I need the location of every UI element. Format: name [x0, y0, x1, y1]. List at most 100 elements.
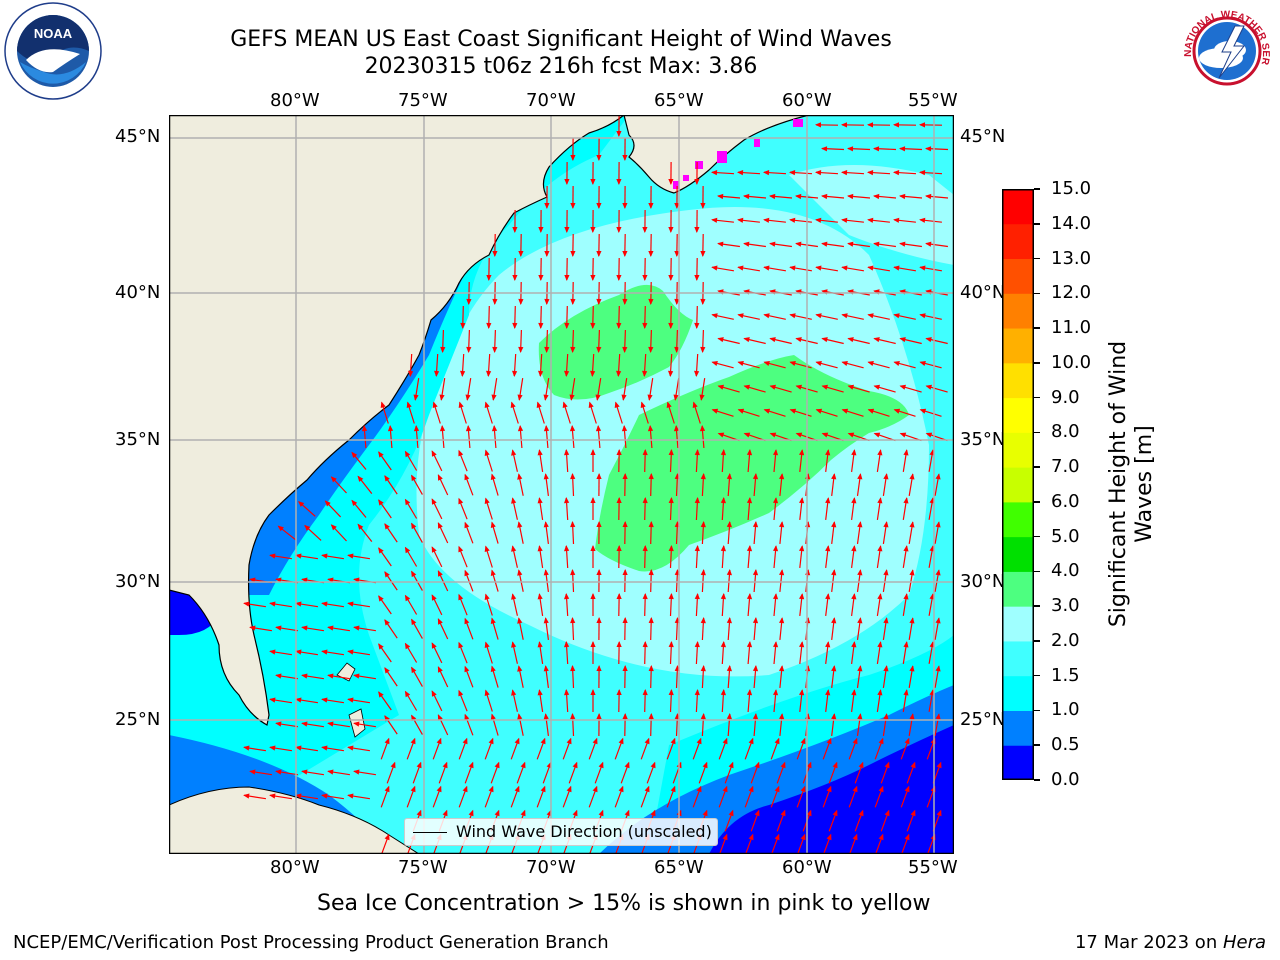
- wave-arrow-head: [538, 227, 544, 233]
- colorbar-segment-7: [1002, 501, 1034, 538]
- lon-label-top-75w: 75°W: [398, 90, 448, 111]
- wave-arrow-head: [596, 521, 602, 527]
- wave-arrow-head: [878, 785, 884, 793]
- wave-arrow-head: [437, 714, 443, 721]
- wave-arrow-head: [769, 432, 777, 438]
- wave-arrow-head: [852, 833, 858, 841]
- wave-arrow-head: [464, 569, 470, 577]
- wave-arrow-head: [841, 361, 848, 366]
- colorbar-tick-mark: [1034, 257, 1040, 260]
- colorbar-segment-4: [1002, 606, 1034, 642]
- wave-arrow-head: [711, 313, 718, 319]
- wave-arrow-head: [596, 473, 602, 479]
- wave-arrow-head: [670, 737, 676, 745]
- wave-arrow-head: [410, 785, 416, 793]
- wave-arrow-head: [514, 785, 520, 793]
- wave-arrow-head: [774, 785, 780, 793]
- wave-arrow-head: [598, 761, 604, 769]
- wave-arrow-head: [711, 217, 718, 223]
- wave-arrow-head: [877, 497, 883, 504]
- wave-arrow-head: [543, 617, 549, 624]
- wave-arrow-head: [512, 227, 518, 233]
- wave-arrow-head: [936, 761, 942, 769]
- colorbar-tick-mark: [1034, 709, 1040, 712]
- wave-arrow-head: [596, 203, 602, 209]
- wave-arrow-head: [648, 346, 654, 353]
- wave-arrow-head: [821, 337, 828, 343]
- wave-arrow-head: [884, 761, 890, 769]
- lat-label-left-45n: 45°N: [115, 126, 161, 147]
- wave-arrow-head: [648, 665, 654, 672]
- sea-ice-marks: [673, 119, 803, 189]
- wave-arrow-head: [458, 449, 464, 457]
- colorbar-tick-mark: [1034, 744, 1040, 746]
- wave-arrow-head: [570, 155, 576, 161]
- colorbar-segment-2: [1002, 675, 1034, 711]
- wave-arrow-head: [748, 737, 754, 745]
- wave-arrow-head: [919, 265, 926, 271]
- wave-arrow-head: [361, 425, 368, 432]
- wave-arrow-head: [642, 545, 648, 552]
- wave-arrow-head: [243, 745, 250, 751]
- wave-arrow-head: [919, 361, 926, 366]
- wave-arrow-head: [877, 545, 883, 552]
- wave-arrow-head: [774, 737, 780, 745]
- wave-arrow-head: [269, 745, 276, 751]
- wave-arrow-head: [590, 545, 596, 551]
- colorbar-tick-label: 1.0: [1051, 699, 1080, 721]
- colorbar-tick-mark: [1034, 188, 1040, 190]
- lon-label-bottom-75w: 75°W: [398, 857, 448, 878]
- lat-label-left-25n: 25°N: [115, 709, 161, 730]
- wave-arrow-head: [517, 473, 523, 480]
- colorbar-tick-label: 15.0: [1051, 178, 1092, 199]
- wave-arrow-head: [694, 593, 700, 600]
- lon-label-bottom-80w: 80°W: [270, 857, 320, 878]
- wave-arrow-head: [518, 298, 524, 305]
- wave-arrow-head: [935, 521, 941, 528]
- colorbar-segment-6: [1002, 536, 1034, 572]
- wave-arrow-head: [269, 793, 276, 799]
- wave-arrow-head: [673, 425, 680, 432]
- wave-arrow-head: [702, 761, 708, 769]
- wave-arrow-head: [717, 432, 725, 438]
- wave-arrow-head: [799, 449, 805, 456]
- wave-arrow-head: [384, 523, 390, 530]
- lat-label-left-40n: 40°N: [115, 282, 161, 303]
- wave-arrow-head: [357, 475, 364, 482]
- wave-arrow-head: [754, 809, 760, 817]
- wave-arrow-head: [925, 146, 932, 152]
- wave-arrow-head: [460, 370, 466, 377]
- wave-arrow-head: [564, 545, 570, 552]
- wave-arrow-head: [596, 298, 602, 305]
- wave-arrow-head: [511, 641, 517, 648]
- wave-arrow-head: [330, 476, 337, 483]
- legend-label: Wind Wave Direction (unscaled): [456, 822, 712, 841]
- wave-arrow-head: [737, 408, 745, 414]
- wave-arrow-head: [511, 689, 517, 696]
- wave-arrow-head: [700, 521, 706, 528]
- wave-arrow-head: [413, 425, 420, 432]
- wave-arrow-head: [825, 641, 831, 648]
- wave-arrow-head: [832, 809, 838, 817]
- wave-arrow-head: [321, 553, 328, 559]
- wave-arrow-head: [590, 641, 596, 647]
- wave-arrow-head: [327, 769, 334, 775]
- wave-arrow-head: [700, 251, 706, 257]
- wave-arrow-head: [700, 473, 706, 480]
- wave-arrow-head: [668, 497, 674, 504]
- lon-label-bottom-70w: 70°W: [526, 857, 576, 878]
- wave-arrow-head: [544, 251, 550, 257]
- wave-arrow-head: [491, 425, 498, 432]
- wave-arrow-head: [596, 713, 602, 719]
- wave-arrow-head: [595, 394, 601, 401]
- colorbar-tick-label: 13.0: [1051, 247, 1092, 269]
- wave-arrow-head: [566, 785, 572, 793]
- wave-arrow-head: [711, 170, 718, 176]
- wave-arrow-head: [694, 497, 700, 504]
- wave-arrow-head: [486, 322, 492, 329]
- sea-ice-caption: Sea Ice Concentration > 15% is shown in …: [317, 891, 931, 916]
- wave-arrow-head: [622, 713, 628, 719]
- wave-arrow-head: [769, 241, 776, 247]
- wave-arrow-head: [301, 769, 308, 775]
- wave-arrow-head: [298, 501, 305, 507]
